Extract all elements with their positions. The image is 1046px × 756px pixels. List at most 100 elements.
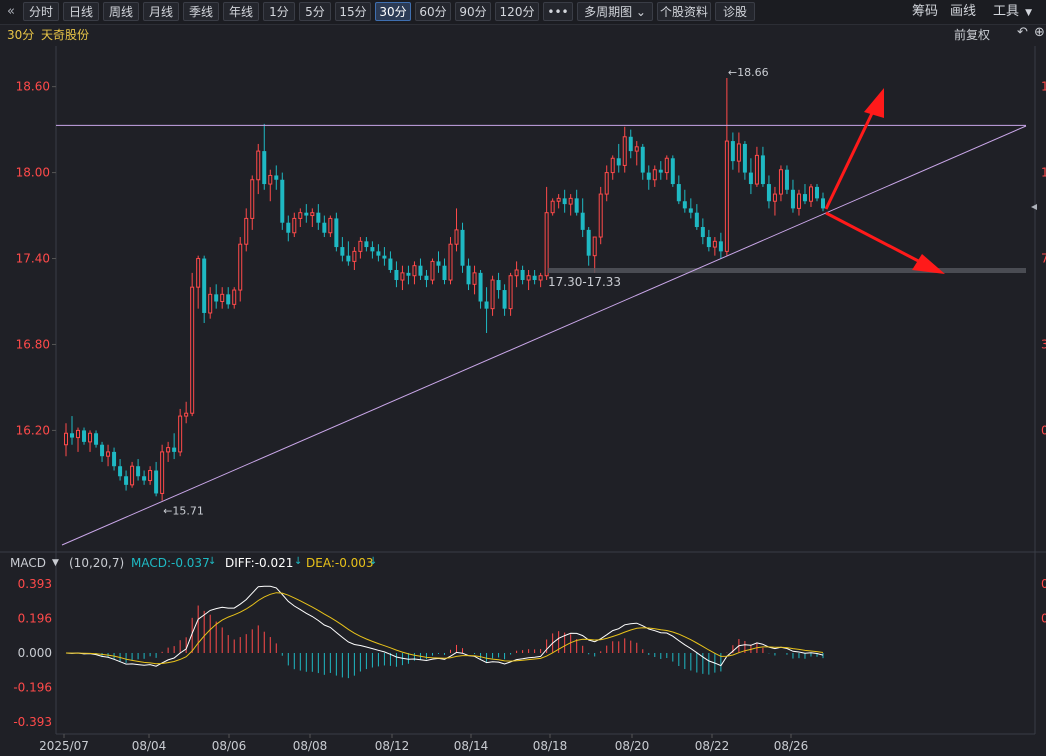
candle-body — [124, 476, 129, 485]
candle-body — [64, 432, 68, 446]
period-button-10[interactable]: 60分 — [415, 2, 451, 21]
candle-body — [238, 243, 243, 291]
candle-body — [346, 255, 351, 262]
candle-body — [160, 451, 165, 494]
period-button-5[interactable]: 年线 — [223, 2, 259, 21]
candle-body — [292, 217, 297, 234]
candle-body — [658, 169, 663, 173]
candle-body — [148, 470, 153, 482]
candle-body — [766, 184, 771, 202]
candle-body — [394, 269, 399, 281]
dea-line — [65, 592, 824, 665]
candle-body — [250, 179, 255, 219]
candle-body — [406, 272, 411, 276]
candle-body — [556, 197, 561, 202]
candle-body — [796, 193, 801, 209]
period-button-3[interactable]: 月线 — [143, 2, 179, 21]
tools-menu-button[interactable]: 工具 ▼ — [993, 2, 1032, 22]
period-button-11[interactable]: 90分 — [455, 2, 491, 21]
candle-body — [772, 193, 777, 202]
period-toolbar: « 分时 日线 周线 月线 季线 年线 1分 5分 15分 30分 60分 90分 120分 ••• 多周期… — [0, 0, 1046, 25]
price-axis-label: 16.20 — [16, 423, 50, 437]
candle-body — [502, 290, 507, 309]
candle-body — [454, 229, 459, 245]
candle-body — [106, 451, 111, 457]
x-axis-label: 08/22 — [695, 739, 730, 753]
candle-body — [514, 269, 519, 277]
x-axis-label: 2025/07 — [39, 739, 89, 753]
macd-title[interactable]: MACD — [10, 556, 46, 570]
candle-body — [382, 255, 387, 259]
chips-button[interactable]: 筹码 — [912, 4, 939, 19]
support-band-label: 17.30-17.33 — [548, 275, 621, 289]
period-button-15[interactable]: 个股资料 — [657, 2, 711, 21]
candle-body — [562, 198, 567, 205]
candle-body — [622, 136, 627, 166]
low-price-label: ←15.71 — [163, 505, 204, 518]
period-button-4[interactable]: 季线 — [183, 2, 219, 21]
period-button-16[interactable]: 诊股 — [715, 2, 755, 21]
x-axis-label: 08/04 — [132, 739, 167, 753]
candle-body — [226, 294, 231, 305]
downward-arrow-line — [825, 211, 929, 268]
stock-name: 天奇股份 — [41, 28, 90, 42]
period-button-12[interactable]: 120分 — [495, 2, 539, 21]
right-axis-label: 1 — [1041, 166, 1046, 180]
candle-body — [178, 415, 183, 453]
candle-body — [370, 247, 375, 252]
candle-body — [718, 241, 723, 252]
caret-down-icon: ▼ — [1025, 8, 1033, 18]
candle-body — [130, 465, 135, 486]
candle-body — [574, 198, 579, 213]
undo-icon[interactable]: ↶ — [1017, 25, 1028, 40]
period-button-0[interactable]: 分时 — [23, 2, 59, 21]
x-axis-label: 08/14 — [454, 739, 489, 753]
candle-body — [70, 433, 75, 438]
period-button-6[interactable]: 1分 — [263, 2, 295, 21]
dea-down-arrow-icon: ↓ — [369, 556, 378, 567]
period-button-8[interactable]: 15分 — [335, 2, 371, 21]
double-chevron-left-icon[interactable]: « — [7, 4, 15, 19]
candle-body — [760, 155, 765, 185]
macd-dropdown-icon[interactable]: ▼ — [52, 558, 59, 568]
candle-body — [821, 198, 825, 209]
candle-body — [676, 184, 681, 202]
period-button-2[interactable]: 周线 — [103, 2, 139, 21]
period-button-7[interactable]: 5分 — [299, 2, 331, 21]
candle-body — [262, 151, 267, 185]
candle-body — [202, 258, 207, 313]
candle-body — [472, 272, 477, 285]
candle-body — [76, 429, 81, 439]
plus-circle-icon[interactable]: ⊕ — [1034, 25, 1045, 40]
macd-header: MACD ▼ (10,20,7) MACD:-0.037 ↓ DIFF:-0.0… — [0, 554, 1046, 572]
candle-body — [298, 212, 303, 219]
chart-info-row: 30分 天奇股份 前复权 ↶ ⊕ — [0, 24, 1046, 44]
macd-params: (10,20,7) — [69, 556, 125, 570]
candle-body — [784, 169, 789, 190]
candle-body — [418, 265, 423, 276]
candle-body — [280, 179, 285, 223]
period-button-9[interactable]: 30分 — [375, 2, 411, 21]
candle-body — [628, 136, 633, 152]
price-axis-label: 16.80 — [16, 337, 50, 351]
period-button-1[interactable]: 日线 — [63, 2, 99, 21]
candle-body — [436, 261, 441, 266]
candle-body — [748, 172, 753, 185]
candle-body — [112, 451, 117, 467]
dea-value: DEA:-0.003 — [306, 556, 374, 570]
candle-body — [640, 146, 645, 173]
candle-body — [538, 275, 543, 281]
period-button-13[interactable]: ••• — [543, 2, 573, 21]
x-axis-label: 08/12 — [375, 739, 410, 753]
candle-body — [478, 272, 483, 302]
candle-body — [352, 250, 357, 262]
draw-line-button[interactable]: 画线 — [950, 4, 977, 19]
period-button-14[interactable]: 多周期图 ⌄ — [577, 2, 653, 21]
candle-body — [154, 470, 159, 494]
adjust-mode[interactable]: 前复权 — [954, 28, 991, 42]
candle-body — [232, 289, 237, 305]
candle-body — [652, 169, 657, 181]
candle-body — [94, 433, 99, 445]
candle-body — [598, 193, 603, 238]
x-axis-label: 08/26 — [774, 739, 809, 753]
